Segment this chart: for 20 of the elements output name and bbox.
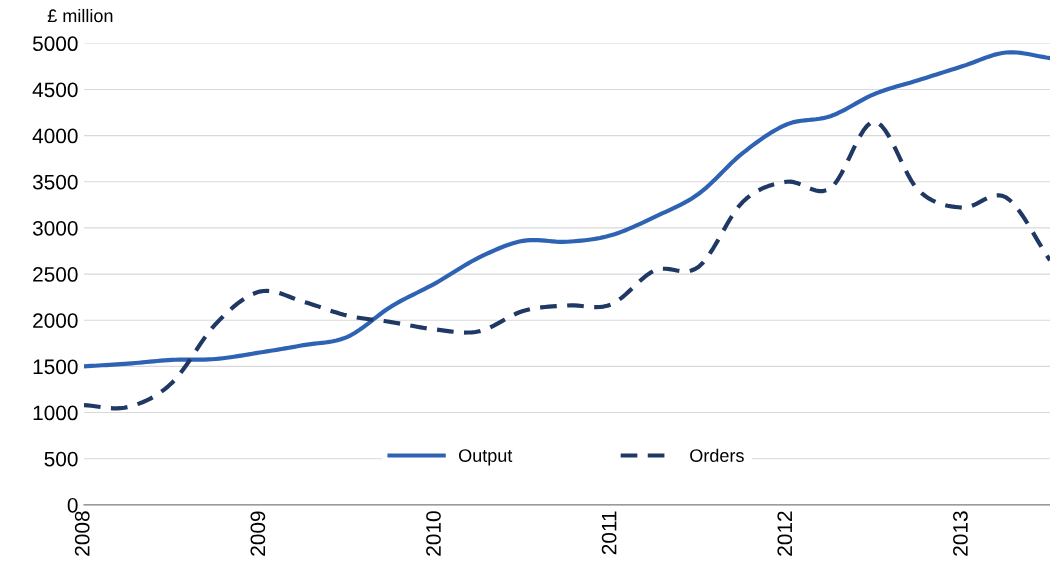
x-tick-label: 2012 [777,511,793,556]
y-tick-label: 2000 [33,313,78,328]
x-tick-label: 2010 [426,511,441,556]
y-tick-label: 4500 [32,82,78,98]
y-tick-label: 4000 [32,128,78,144]
x-tick-label: 2009 [250,511,266,556]
legend-label: Orders [690,448,744,462]
legend-label: Output [459,449,513,466]
y-tick-label: 3000 [32,220,78,236]
y-tick-label: 2500 [33,267,78,282]
x-tick-label: 2011 [601,511,617,555]
y-tick-label: 0 [67,497,78,513]
x-tick-label: 2013 [953,511,968,556]
y-tick-label: 1500 [33,359,78,375]
y-tick-label: 500 [44,451,78,467]
x-tick-label: 2008 [74,511,90,556]
y-tick-label: 1000 [33,405,78,421]
y-tick-label: 3500 [32,174,78,190]
y-axis-title: £ million [47,8,113,23]
y-tick-label: 5000 [32,36,78,52]
